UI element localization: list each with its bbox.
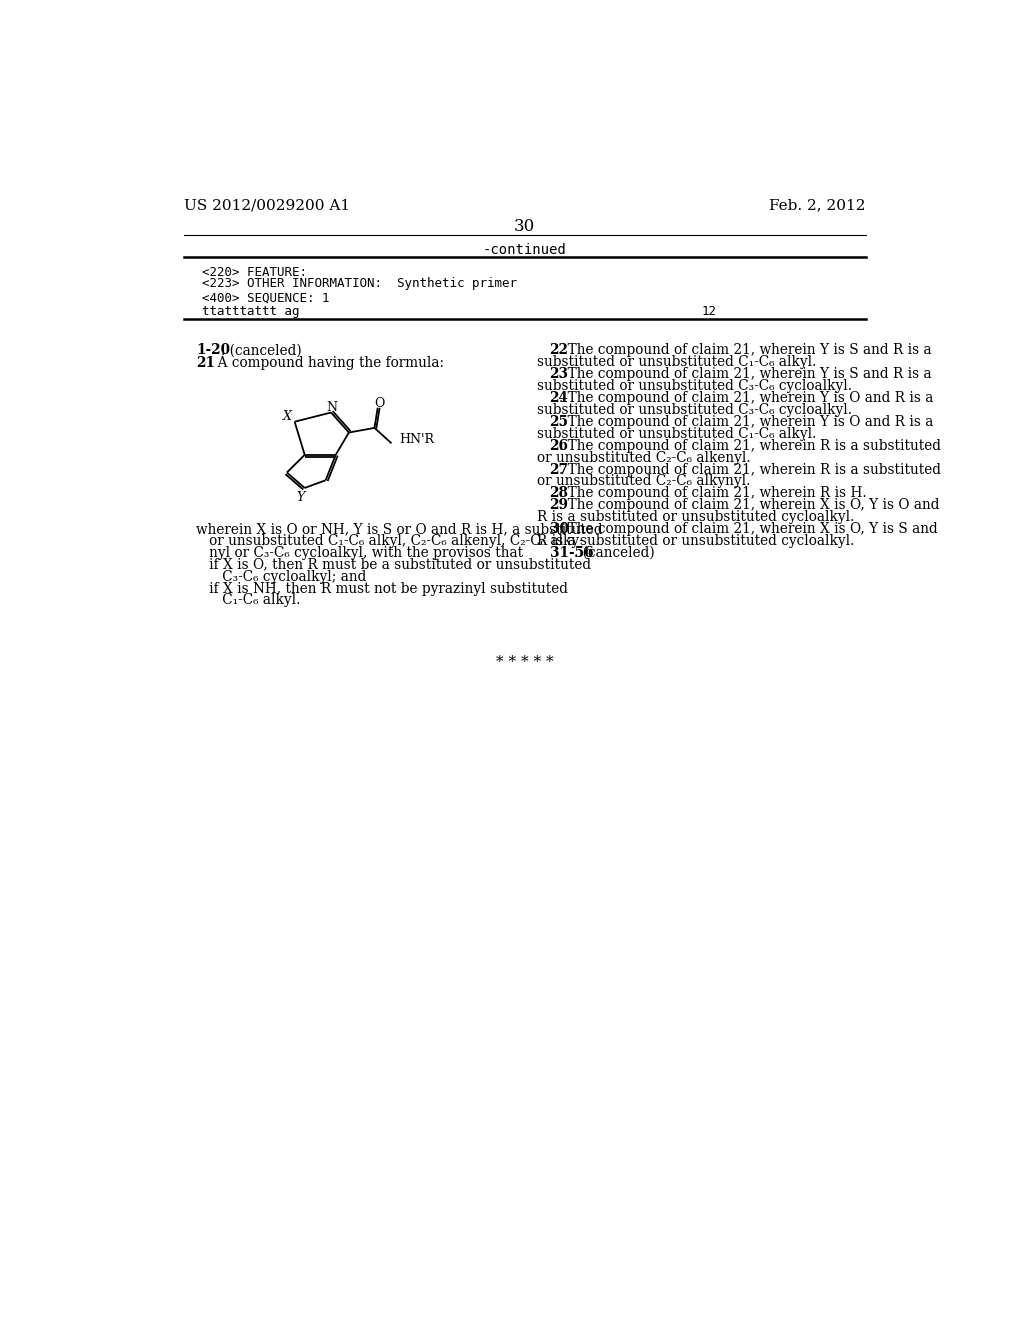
Text: 29: 29: [550, 499, 568, 512]
Text: 1-20: 1-20: [197, 343, 230, 358]
Text: 26: 26: [550, 438, 568, 453]
Text: 22: 22: [550, 343, 568, 358]
Text: 12: 12: [701, 305, 717, 318]
Text: substituted or unsubstituted C₁-C₆ alkyl.: substituted or unsubstituted C₁-C₆ alkyl…: [538, 426, 816, 441]
Text: US 2012/0029200 A1: US 2012/0029200 A1: [183, 198, 350, 213]
Text: 30: 30: [514, 218, 536, 235]
Text: . A compound having the formula:: . A compound having the formula:: [209, 355, 443, 370]
Text: <400> SEQUENCE: 1: <400> SEQUENCE: 1: [202, 292, 329, 305]
Text: substituted or unsubstituted C₁-C₆ alkyl.: substituted or unsubstituted C₁-C₆ alkyl…: [538, 355, 816, 370]
Text: . The compound of claim 21, wherein R is a substituted: . The compound of claim 21, wherein R is…: [559, 438, 941, 453]
Text: 27: 27: [550, 462, 568, 477]
Text: . The compound of claim 21, wherein R is a substituted: . The compound of claim 21, wherein R is…: [559, 462, 941, 477]
Text: or unsubstituted C₁-C₆ alkyl, C₂-C₆ alkenyl, C₂-C₆ alky-: or unsubstituted C₁-C₆ alkyl, C₂-C₆ alke…: [197, 533, 584, 548]
Text: . The compound of claim 21, wherein Y is O and R is a: . The compound of claim 21, wherein Y is…: [559, 391, 934, 405]
Text: X: X: [284, 409, 292, 422]
Text: wherein X is O or NH, Y is S or O and R is H, a substituted: wherein X is O or NH, Y is S or O and R …: [197, 521, 603, 536]
Text: 21: 21: [197, 355, 215, 370]
Text: 24: 24: [550, 391, 568, 405]
Text: nyl or C₃-C₆ cycloalkyl, with the provisos that: nyl or C₃-C₆ cycloalkyl, with the provis…: [197, 545, 523, 560]
Text: ttatttattt ag: ttatttattt ag: [202, 305, 299, 318]
Text: or unsubstituted C₂-C₆ alkynyl.: or unsubstituted C₂-C₆ alkynyl.: [538, 474, 751, 488]
Text: . The compound of claim 21, wherein R is H.: . The compound of claim 21, wherein R is…: [559, 487, 867, 500]
Text: C₁-C₆ alkyl.: C₁-C₆ alkyl.: [197, 594, 301, 607]
Text: if X is NH, then R must not be pyrazinyl substituted: if X is NH, then R must not be pyrazinyl…: [197, 582, 568, 595]
Text: * * * * *: * * * * *: [496, 655, 554, 669]
Text: 31-56: 31-56: [550, 546, 593, 560]
Text: HN'R: HN'R: [399, 433, 434, 446]
Text: 30: 30: [550, 523, 568, 536]
Text: substituted or unsubstituted C₃-C₆ cycloalkyl.: substituted or unsubstituted C₃-C₆ cyclo…: [538, 379, 852, 393]
Text: or unsubstituted C₂-C₆ alkenyl.: or unsubstituted C₂-C₆ alkenyl.: [538, 450, 751, 465]
Text: 23: 23: [550, 367, 568, 381]
Text: N: N: [327, 400, 337, 413]
Text: R is a substituted or unsubstituted cycloalkyl.: R is a substituted or unsubstituted cycl…: [538, 511, 855, 524]
Text: <220> FEATURE:: <220> FEATURE:: [202, 267, 306, 280]
Text: . The compound of claim 21, wherein X is O, Y is S and: . The compound of claim 21, wherein X is…: [559, 523, 938, 536]
Text: R is a substituted or unsubstituted cycloalkyl.: R is a substituted or unsubstituted cycl…: [538, 535, 855, 548]
Text: 28: 28: [550, 487, 568, 500]
Text: -continued: -continued: [483, 243, 566, 257]
Text: . The compound of claim 21, wherein Y is O and R is a: . The compound of claim 21, wherein Y is…: [559, 414, 934, 429]
Text: Feb. 2, 2012: Feb. 2, 2012: [769, 198, 866, 213]
Text: . (canceled): . (canceled): [221, 343, 302, 358]
Text: C₃-C₆ cycloalkyl; and: C₃-C₆ cycloalkyl; and: [197, 570, 367, 583]
Text: . The compound of claim 21, wherein X is O, Y is O and: . The compound of claim 21, wherein X is…: [559, 499, 940, 512]
Text: O: O: [375, 397, 385, 409]
Text: . (canceled): . (canceled): [573, 546, 654, 560]
Text: Y: Y: [296, 491, 304, 504]
Text: <223> OTHER INFORMATION:  Synthetic primer: <223> OTHER INFORMATION: Synthetic prime…: [202, 277, 517, 290]
Text: substituted or unsubstituted C₃-C₆ cycloalkyl.: substituted or unsubstituted C₃-C₆ cyclo…: [538, 403, 852, 417]
Text: 25: 25: [550, 414, 568, 429]
Text: if X is O, then R must be a substituted or unsubstituted: if X is O, then R must be a substituted …: [197, 557, 591, 572]
Text: . The compound of claim 21, wherein Y is S and R is a: . The compound of claim 21, wherein Y is…: [559, 367, 932, 381]
Text: . The compound of claim 21, wherein Y is S and R is a: . The compound of claim 21, wherein Y is…: [559, 343, 932, 358]
